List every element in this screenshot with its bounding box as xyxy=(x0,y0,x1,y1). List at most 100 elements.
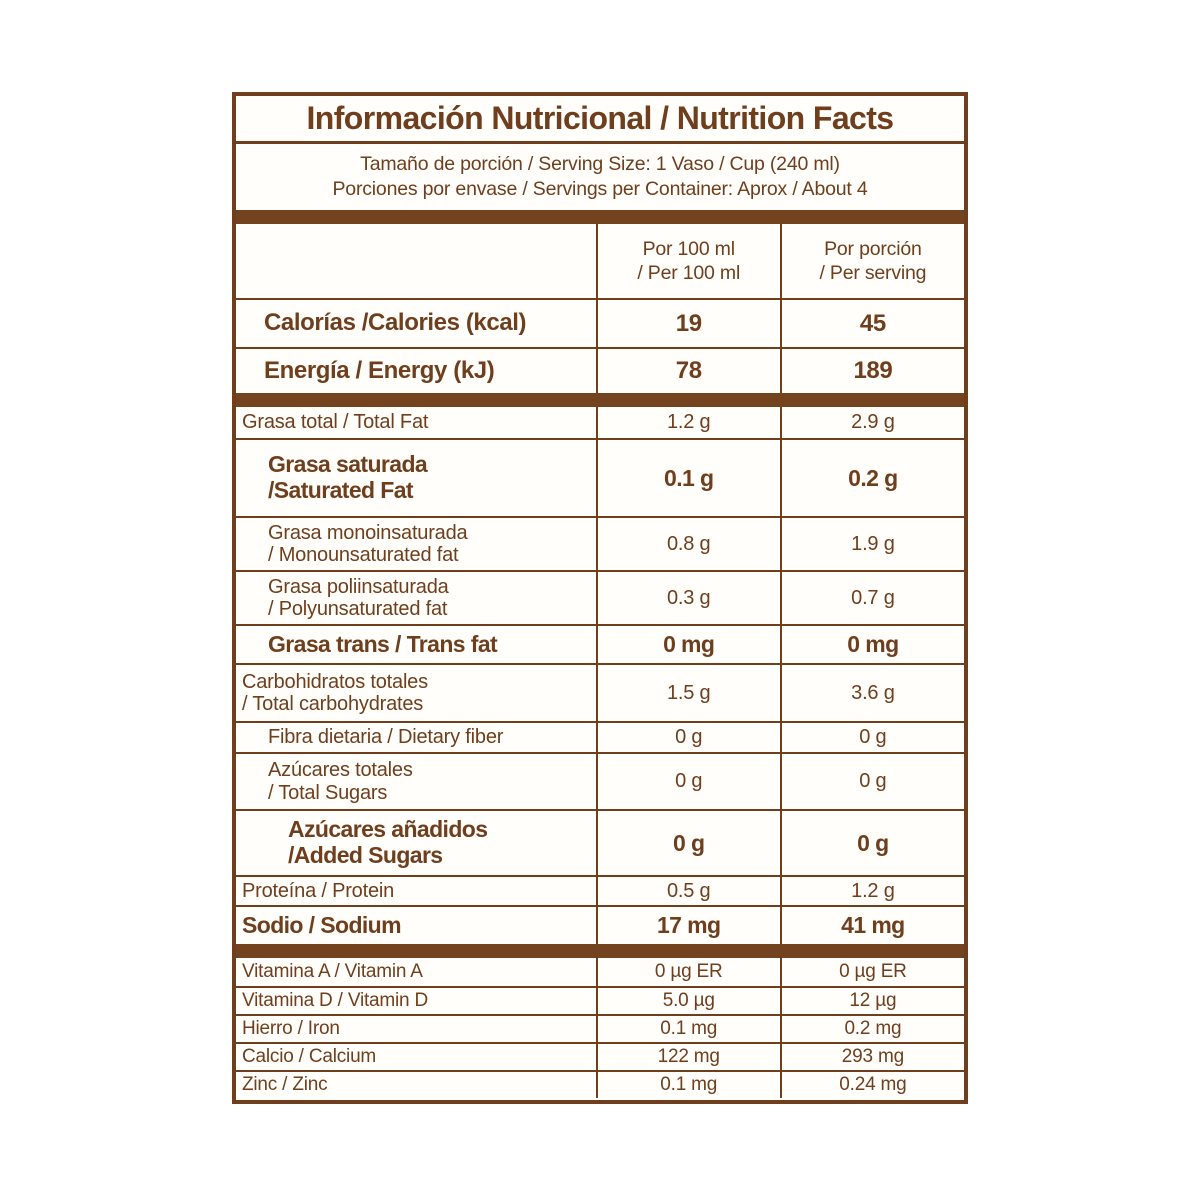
column-header-per-100ml: Por 100 ml / Per 100 ml xyxy=(595,224,780,298)
row-zinc: Zinc / Zinc 0.1 mg 0.24 mg xyxy=(236,1070,964,1098)
nutrient-label-line2: / Monounsaturated fat xyxy=(268,544,459,566)
nutrient-label-line2: / Polyunsaturated fat xyxy=(268,598,448,620)
per-serving-value: 0 mg xyxy=(779,626,964,663)
row-total-sugars: Azúcares totales / Total Sugars 0 g 0 g xyxy=(236,752,964,809)
nutrient-label-text: Energía / Energy (kJ) xyxy=(264,356,495,384)
per-100ml-value: 17 mg xyxy=(595,907,780,944)
per-serving-value: 0 g xyxy=(779,754,964,809)
per-serving-value: 189 xyxy=(779,349,964,393)
per-100ml-value: 0.5 g xyxy=(595,877,780,905)
nutrient-label-line1: Azúcares totales xyxy=(268,759,413,782)
per-100ml-value: 19 xyxy=(595,300,780,347)
per-serving-value: 1.2 g xyxy=(779,877,964,905)
per-100ml-value: 1.5 g xyxy=(595,665,780,721)
per-100ml-value: 0.1 mg xyxy=(595,1016,780,1042)
row-protein: Proteína / Protein 0.5 g 1.2 g xyxy=(236,875,964,905)
row-monounsaturated-fat: Grasa monoinsaturada / Monounsaturated f… xyxy=(236,516,964,570)
servings-per-container-text: Porciones por envase / Servings per Cont… xyxy=(332,178,868,200)
nutrition-facts-label: Información Nutricional / Nutrition Fact… xyxy=(232,92,968,1104)
nutrient-label-text: Vitamina A / Vitamin A xyxy=(242,961,423,983)
nutrient-label: Fibra dietaria / Dietary fiber xyxy=(236,723,596,752)
nutrient-label: Proteína / Protein xyxy=(236,877,596,905)
per-serving-value: 41 mg xyxy=(779,907,964,944)
nutrient-label: Zinc / Zinc xyxy=(236,1072,596,1098)
per-serving-value: 0.24 mg xyxy=(779,1072,964,1098)
label-title-block: Información Nutricional / Nutrition Fact… xyxy=(236,96,964,144)
nutrient-label: Grasa saturada /Saturated Fat xyxy=(236,440,596,516)
per-serving-value: 1.9 g xyxy=(779,518,964,570)
per-serving-value: 293 mg xyxy=(779,1044,964,1070)
row-sodium: Sodio / Sodium 17 mg 41 mg xyxy=(236,905,964,944)
nutrient-label-text: Fibra dietaria / Dietary fiber xyxy=(268,726,504,749)
serving-info-block: Tamaño de porción / Serving Size: 1 Vaso… xyxy=(236,144,964,210)
nutrient-label-line1: Grasa poliinsaturada xyxy=(268,575,449,598)
nutrient-label-text: Proteína / Protein xyxy=(242,879,395,902)
section-bar-middle xyxy=(236,393,964,407)
per-100ml-value: 122 mg xyxy=(595,1044,780,1070)
nutrient-label-text: Zinc / Zinc xyxy=(242,1074,328,1096)
per-100ml-value: 0.1 g xyxy=(595,440,780,516)
nutrient-label: Azúcares totales / Total Sugars xyxy=(236,754,596,809)
per-serving-value: 0.2 mg xyxy=(779,1016,964,1042)
nutrient-label-line2: / Total Sugars xyxy=(268,781,388,804)
per-serving-value: 12 µg xyxy=(779,988,964,1014)
nutrient-label-text: Vitamina D / Vitamin D xyxy=(242,990,429,1012)
nutrient-label: Vitamina A / Vitamin A xyxy=(236,958,596,986)
per-100ml-value: 0 g xyxy=(595,811,780,875)
row-energy: Energía / Energy (kJ) 78 189 xyxy=(236,347,964,393)
nutrient-label: Vitamina D / Vitamin D xyxy=(236,988,596,1014)
per-100ml-value: 0.1 mg xyxy=(595,1072,780,1098)
nutrient-label-line1: Carbohidratos totales xyxy=(242,670,428,693)
nutrient-label: Calorías /Calories (kcal) xyxy=(236,300,596,347)
row-dietary-fiber: Fibra dietaria / Dietary fiber 0 g 0 g xyxy=(236,721,964,752)
row-calories: Calorías /Calories (kcal) 19 45 xyxy=(236,298,964,347)
column-header-spacer xyxy=(236,224,596,298)
nutrient-label-line1: Grasa saturada xyxy=(268,451,428,478)
nutrient-label: Grasa poliinsaturada / Polyunsaturated f… xyxy=(236,572,596,624)
nutrient-label-line2: /Saturated Fat xyxy=(268,477,414,503)
label-title: Información Nutricional / Nutrition Fact… xyxy=(306,100,895,136)
per-100ml-label-line1: Por 100 ml xyxy=(642,237,735,260)
per-100ml-value: 1.2 g xyxy=(595,407,780,438)
per-100ml-value: 0 g xyxy=(595,723,780,752)
per-serving-value: 0 µg ER xyxy=(779,958,964,986)
column-header-per-serving: Por porción / Per serving xyxy=(779,224,964,298)
per-serving-value: 45 xyxy=(779,300,964,347)
nutrient-label: Energía / Energy (kJ) xyxy=(236,349,596,393)
nutrient-label-text: Grasa trans / Trans fat xyxy=(268,630,498,657)
per-100ml-value: 0 µg ER xyxy=(595,958,780,986)
nutrient-label: Hierro / Iron xyxy=(236,1016,596,1042)
nutrient-label-text: Calorías /Calories (kcal) xyxy=(264,309,527,337)
section-bar-top xyxy=(236,210,964,224)
row-added-sugars: Azúcares añadidos /Added Sugars 0 g 0 g xyxy=(236,809,964,875)
row-trans-fat: Grasa trans / Trans fat 0 mg 0 mg xyxy=(236,624,964,663)
per-100ml-value: 5.0 µg xyxy=(595,988,780,1014)
per-serving-value: 0 g xyxy=(779,723,964,752)
nutrient-label: Grasa monoinsaturada / Monounsaturated f… xyxy=(236,518,596,570)
row-calcium: Calcio / Calcium 122 mg 293 mg xyxy=(236,1042,964,1070)
per-100ml-value: 0.8 g xyxy=(595,518,780,570)
row-saturated-fat: Grasa saturada /Saturated Fat 0.1 g 0.2 … xyxy=(236,438,964,516)
row-vitamin-d: Vitamina D / Vitamin D 5.0 µg 12 µg xyxy=(236,986,964,1014)
row-polyunsaturated-fat: Grasa poliinsaturada / Polyunsaturated f… xyxy=(236,570,964,624)
per-100ml-label-line2: / Per 100 ml xyxy=(637,262,741,284)
nutrient-label-text: Sodio / Sodium xyxy=(242,911,402,938)
nutrient-label-line1: Grasa monoinsaturada xyxy=(268,521,468,544)
per-100ml-value: 0 g xyxy=(595,754,780,809)
nutrient-label: Calcio / Calcium xyxy=(236,1044,596,1070)
per-serving-value: 3.6 g xyxy=(779,665,964,721)
per-serving-value: 0.7 g xyxy=(779,572,964,624)
nutrient-label: Grasa total / Total Fat xyxy=(236,407,596,438)
per-serving-value: 0.2 g xyxy=(779,440,964,516)
per-serving-label-line1: Por porción xyxy=(824,237,922,260)
section-bar-vitamins xyxy=(236,944,964,958)
row-iron: Hierro / Iron 0.1 mg 0.2 mg xyxy=(236,1014,964,1042)
nutrient-label-text: Grasa total / Total Fat xyxy=(242,411,429,434)
row-vitamin-a: Vitamina A / Vitamin A 0 µg ER 0 µg ER xyxy=(236,958,964,986)
nutrient-label-line2: /Added Sugars xyxy=(288,842,443,868)
per-serving-label-line2: / Per serving xyxy=(819,262,927,284)
column-header-row: Por 100 ml / Per 100 ml Por porción / Pe… xyxy=(236,224,964,298)
nutrient-label-line2: / Total carbohydrates xyxy=(242,693,424,715)
row-total-carbohydrates: Carbohidratos totales / Total carbohydra… xyxy=(236,663,964,721)
nutrient-label-text: Hierro / Iron xyxy=(242,1018,340,1040)
